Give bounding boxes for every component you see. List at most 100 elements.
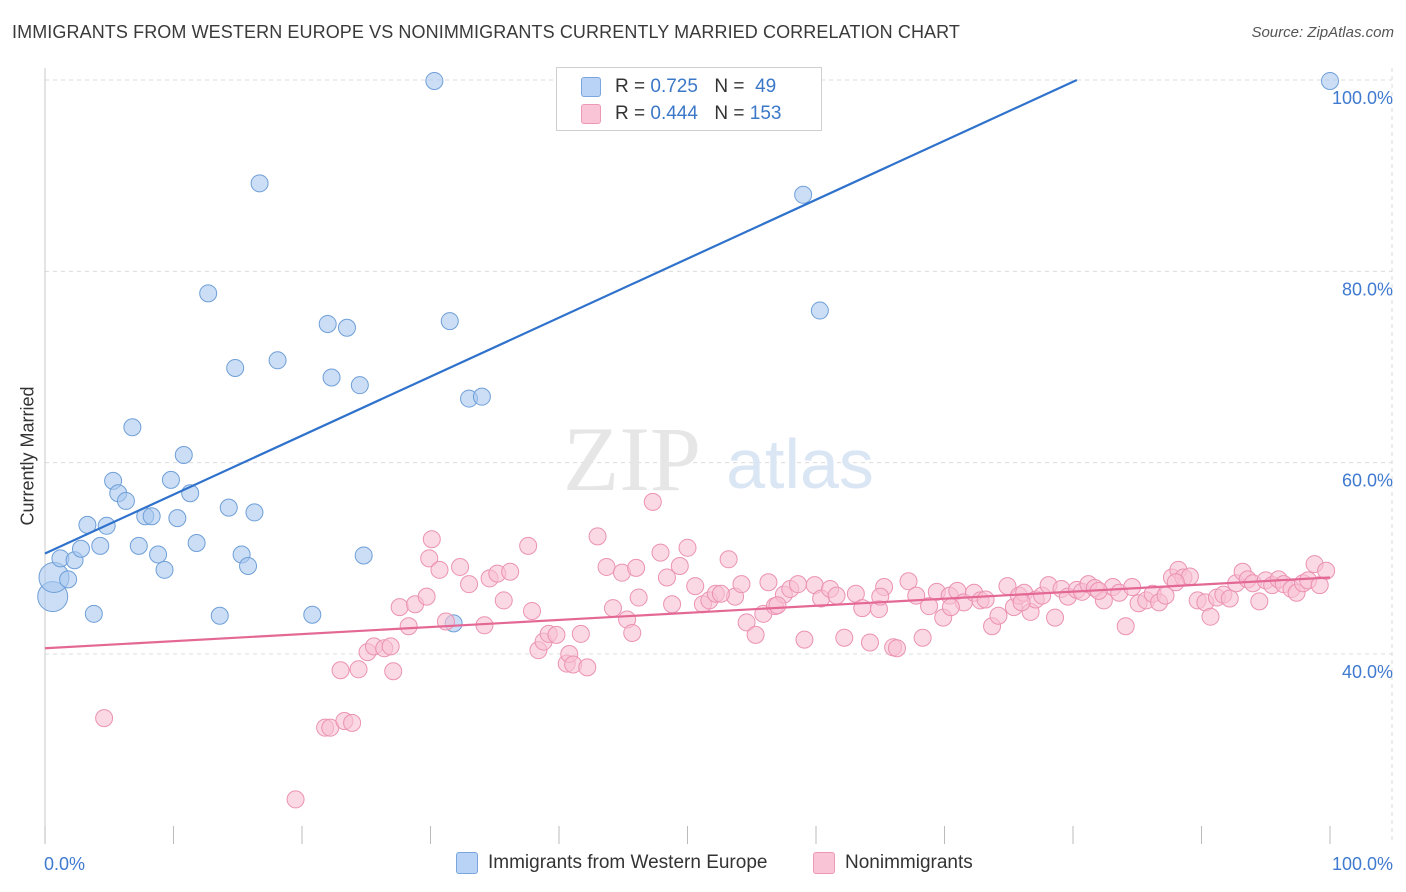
point-nonimmigrants	[571, 624, 590, 643]
point-immigrants	[350, 376, 369, 395]
point-nonimmigrants	[519, 536, 538, 555]
legend-row-immigrants: R = 0.725 N = 49	[581, 75, 776, 99]
point-nonimmigrants	[835, 628, 854, 647]
point-nonimmigrants	[460, 575, 479, 594]
point-immigrants	[187, 534, 206, 553]
legend-swatch-blue	[581, 77, 601, 97]
point-immigrants	[318, 314, 337, 333]
point-nonimmigrants	[651, 543, 670, 562]
bottom-legend-label: Immigrants from Western Europe	[488, 852, 768, 873]
point-nonimmigrants	[627, 558, 646, 577]
legend-r-value: 0.444	[650, 103, 698, 124]
y-tick-label: 100.0%	[1332, 88, 1393, 108]
point-nonimmigrants	[384, 662, 403, 681]
watermark: ZIP atlas	[563, 408, 874, 510]
point-nonimmigrants	[629, 588, 648, 607]
point-immigrants	[245, 503, 264, 522]
point-nonimmigrants	[737, 613, 756, 632]
point-nonimmigrants	[686, 577, 705, 596]
gridlines	[45, 68, 1393, 844]
bottom-legend-swatch-pink	[813, 852, 835, 874]
legend-swatch-pink	[581, 104, 601, 124]
point-immigrants	[155, 560, 174, 579]
trend-line-nonimmigrants	[44, 576, 1331, 650]
legend-n-label: N =	[714, 76, 745, 97]
point-nonimmigrants	[331, 661, 350, 680]
point-nonimmigrants	[746, 625, 765, 644]
point-immigrants	[59, 570, 78, 589]
point-nonimmigrants	[976, 590, 995, 609]
trend-lines	[44, 79, 1331, 650]
legend-row-nonimmigrants: R = 0.444 N = 153	[581, 102, 781, 126]
point-nonimmigrants	[795, 630, 814, 649]
point-immigrants	[219, 498, 238, 517]
point-nonimmigrants	[1317, 561, 1336, 580]
point-nonimmigrants	[827, 586, 846, 605]
point-immigrants	[337, 318, 356, 337]
point-nonimmigrants	[1046, 608, 1065, 627]
source-label: Source: ZipAtlas.com	[1251, 24, 1394, 41]
point-nonimmigrants	[501, 562, 520, 581]
point-nonimmigrants	[920, 597, 939, 616]
point-nonimmigrants	[547, 625, 566, 644]
point-nonimmigrants	[719, 550, 738, 569]
point-nonimmigrants	[381, 637, 400, 656]
point-immigrants	[250, 174, 269, 193]
point-nonimmigrants	[430, 560, 449, 579]
point-immigrants	[210, 606, 229, 625]
point-immigrants	[174, 446, 193, 465]
series-immigrants	[37, 71, 1339, 633]
point-nonimmigrants	[390, 598, 409, 617]
point-immigrants	[199, 284, 218, 303]
series-nonimmigrants	[95, 492, 1336, 809]
legend-n-label: N =	[714, 103, 745, 124]
point-nonimmigrants	[623, 623, 642, 642]
point-immigrants	[472, 387, 491, 406]
point-immigrants	[116, 491, 135, 510]
point-nonimmigrants	[1012, 593, 1031, 612]
point-nonimmigrants	[597, 557, 616, 576]
point-nonimmigrants	[657, 568, 676, 587]
bottom-legend-immigrants: Immigrants from Western Europe	[456, 852, 767, 874]
point-immigrants	[142, 507, 161, 526]
point-immigrants	[161, 470, 180, 489]
point-nonimmigrants	[1201, 607, 1220, 626]
legend-r-label: R =	[615, 103, 646, 124]
point-nonimmigrants	[95, 709, 114, 728]
point-nonimmigrants	[913, 628, 932, 647]
point-nonimmigrants	[286, 790, 305, 809]
watermark-zip: ZIP	[563, 408, 701, 510]
point-nonimmigrants	[899, 572, 918, 591]
point-nonimmigrants	[523, 601, 542, 620]
point-nonimmigrants	[1250, 592, 1269, 611]
point-nonimmigrants	[422, 530, 441, 549]
point-nonimmigrants	[343, 713, 362, 732]
point-nonimmigrants	[860, 633, 879, 652]
point-immigrants	[239, 556, 258, 575]
point-immigrants	[91, 536, 110, 555]
point-immigrants	[168, 509, 187, 528]
y-tick-label: 40.0%	[1342, 662, 1393, 682]
point-nonimmigrants	[417, 587, 436, 606]
point-nonimmigrants	[1116, 617, 1135, 636]
point-nonimmigrants	[768, 596, 787, 615]
point-nonimmigrants	[989, 606, 1008, 625]
point-nonimmigrants	[663, 595, 682, 614]
point-nonimmigrants	[399, 617, 418, 636]
x-tick-label: 0.0%	[44, 854, 85, 874]
point-nonimmigrants	[759, 573, 778, 592]
point-nonimmigrants	[643, 492, 662, 511]
legend-n-value: 153	[749, 103, 782, 124]
point-nonimmigrants	[603, 599, 622, 618]
axes	[44, 68, 1331, 844]
point-immigrants	[794, 185, 813, 204]
watermark-atlas: atlas	[726, 425, 874, 503]
legend-box: R = 0.725 N = 49 R = 0.444 N = 153	[556, 67, 822, 131]
point-immigrants	[810, 301, 829, 320]
point-immigrants	[303, 605, 322, 624]
legend-n-value: 49	[755, 76, 777, 97]
bottom-legend-nonimmigrants: Nonimmigrants	[813, 852, 973, 874]
point-nonimmigrants	[1166, 573, 1185, 592]
point-nonimmigrants	[494, 591, 513, 610]
